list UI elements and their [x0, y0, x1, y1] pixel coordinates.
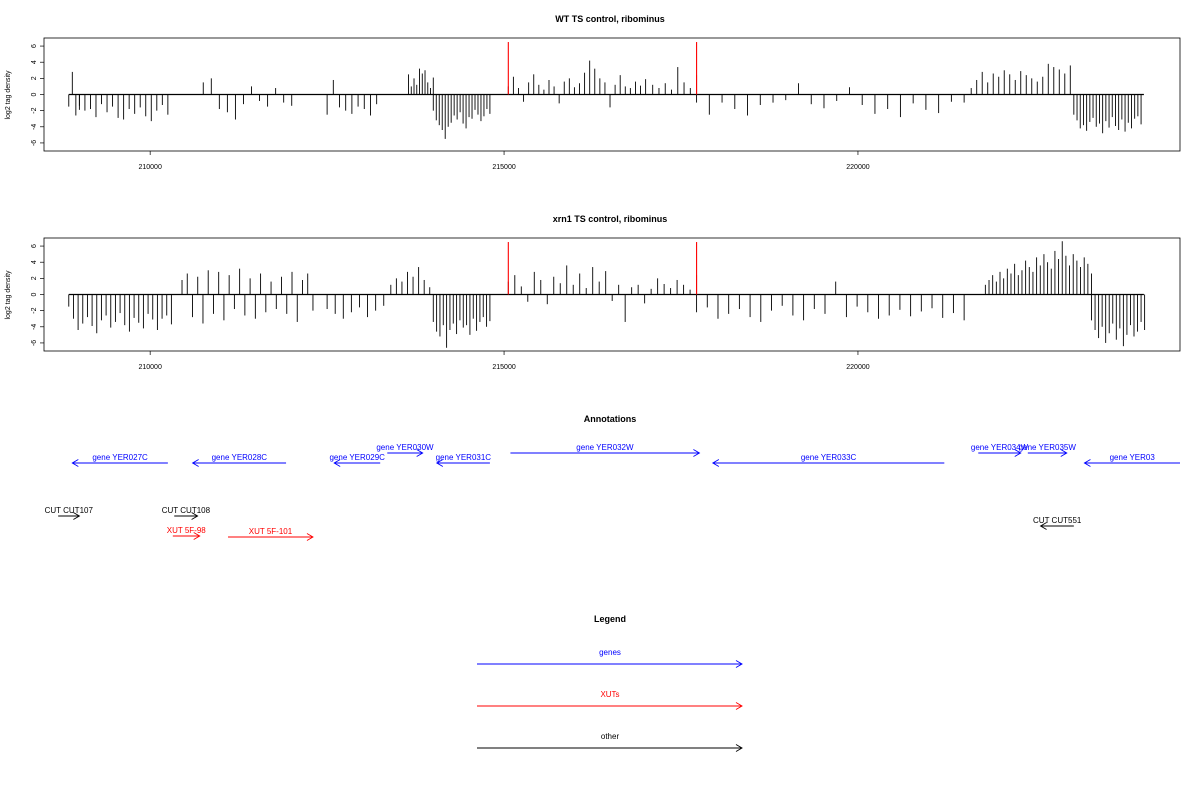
feature-arrow-head: [416, 449, 424, 457]
feature-arrow-head: [191, 459, 199, 467]
feature-arrow-head: [1039, 522, 1047, 530]
wt-bars: [68, 60, 1144, 139]
legend-arrow-head: [735, 744, 743, 752]
feature-arrow-head: [1014, 449, 1022, 457]
feature-label: gene YER035W: [1019, 443, 1077, 452]
feature-arrow-head: [435, 459, 444, 467]
y-tick-label: -6: [31, 340, 38, 346]
legend-arrow-head: [735, 702, 743, 710]
feature-label: gene YER032W: [576, 443, 634, 452]
feature-label: gene YER027C: [92, 453, 148, 462]
feature-label: CUT CUT107: [45, 506, 94, 515]
feature-arrow-head: [73, 512, 81, 520]
feature-arrow-head: [711, 459, 720, 467]
xrn1-y-axis-title: log2 tag density: [5, 270, 12, 320]
xrn1-track-title: xrn1 TS control, ribominus: [553, 214, 668, 224]
feature-label: CUT CUT108: [162, 506, 211, 515]
x-tick-label: 220000: [846, 164, 869, 171]
feature-label: gene YER034W: [971, 443, 1029, 452]
feature-arrow-head: [693, 449, 701, 457]
legend-title: Legend: [594, 614, 626, 624]
wt-markers: [507, 42, 698, 95]
feature-label: gene YER033C: [801, 453, 857, 462]
y-tick-label: 2: [31, 276, 38, 280]
xrn1-markers: [507, 242, 698, 295]
y-tick-label: -4: [31, 324, 38, 330]
feature-arrow-head: [191, 512, 199, 520]
x-tick-label: 215000: [492, 364, 515, 371]
y-tick-label: 4: [31, 260, 38, 264]
x-tick-label: 210000: [138, 164, 161, 171]
y-tick-label: 0: [31, 92, 38, 96]
feature-label: gene YER028C: [212, 453, 268, 462]
annotations-title: Annotations: [584, 414, 637, 424]
feature-arrow-head: [306, 533, 314, 541]
feature-label: XUT 5F-98: [167, 526, 207, 535]
wt-ts-control-track: WT TS control, ribominus log2 tag densit…: [5, 14, 1181, 171]
y-tick-label: 6: [31, 244, 38, 248]
y-tick-label: -6: [31, 140, 38, 146]
feature-arrow-head: [333, 459, 341, 467]
feature-arrow-head: [71, 459, 79, 467]
feature-label: CUT CUT551: [1033, 516, 1082, 525]
y-tick-label: 0: [31, 292, 38, 296]
wt-y-axis: -6 -4 -2 0 2 4 6: [31, 44, 44, 146]
legend-arrow-head: [735, 660, 743, 668]
annotations-track: Annotations gene YER027C gene YER028C gene…: [45, 414, 1180, 541]
x-tick-label: 215000: [492, 164, 515, 171]
y-tick-label: -4: [31, 124, 38, 130]
y-tick-label: -2: [31, 107, 38, 113]
xrn1-x-axis: 210000 215000 220000: [138, 351, 870, 371]
legend-label: other: [601, 732, 620, 741]
wt-y-axis-title: log2 tag density: [5, 70, 12, 120]
feature-arrow-head: [193, 532, 201, 540]
y-tick-label: 6: [31, 44, 38, 48]
x-tick-label: 210000: [138, 364, 161, 371]
feature-label: gene YER031C: [436, 453, 492, 462]
wt-track-title: WT TS control, ribominus: [555, 14, 665, 24]
feature-label: gene YER030W: [376, 443, 434, 452]
legend-label: genes: [599, 648, 621, 657]
annotation-features: gene YER027C gene YER028C gene YER029Cgene…: [45, 443, 1180, 541]
feature-label: gene YER03: [1110, 453, 1156, 462]
y-tick-label: 2: [31, 76, 38, 80]
x-tick-label: 220000: [846, 364, 869, 371]
xrn1-y-axis: -6 -4 -2 0 2 4 6: [31, 244, 44, 346]
legend-label: XUTs: [600, 690, 619, 699]
wt-x-axis: 210000 215000 220000: [138, 151, 870, 171]
xrn1-bars: [68, 241, 1146, 348]
feature-arrow-head: [1060, 449, 1068, 457]
feature-label: gene YER029C: [329, 453, 385, 462]
legend: Legend genes XUTs other: [477, 614, 743, 752]
y-tick-label: -2: [31, 307, 38, 313]
feature-arrow-head: [1083, 459, 1091, 467]
xrn1-ts-control-track: xrn1 TS control, ribominus log2 tag dens…: [5, 214, 1181, 371]
legend-items: genes XUTs other: [477, 648, 743, 752]
feature-label: XUT 5F-101: [249, 527, 293, 536]
y-tick-label: 4: [31, 60, 38, 64]
